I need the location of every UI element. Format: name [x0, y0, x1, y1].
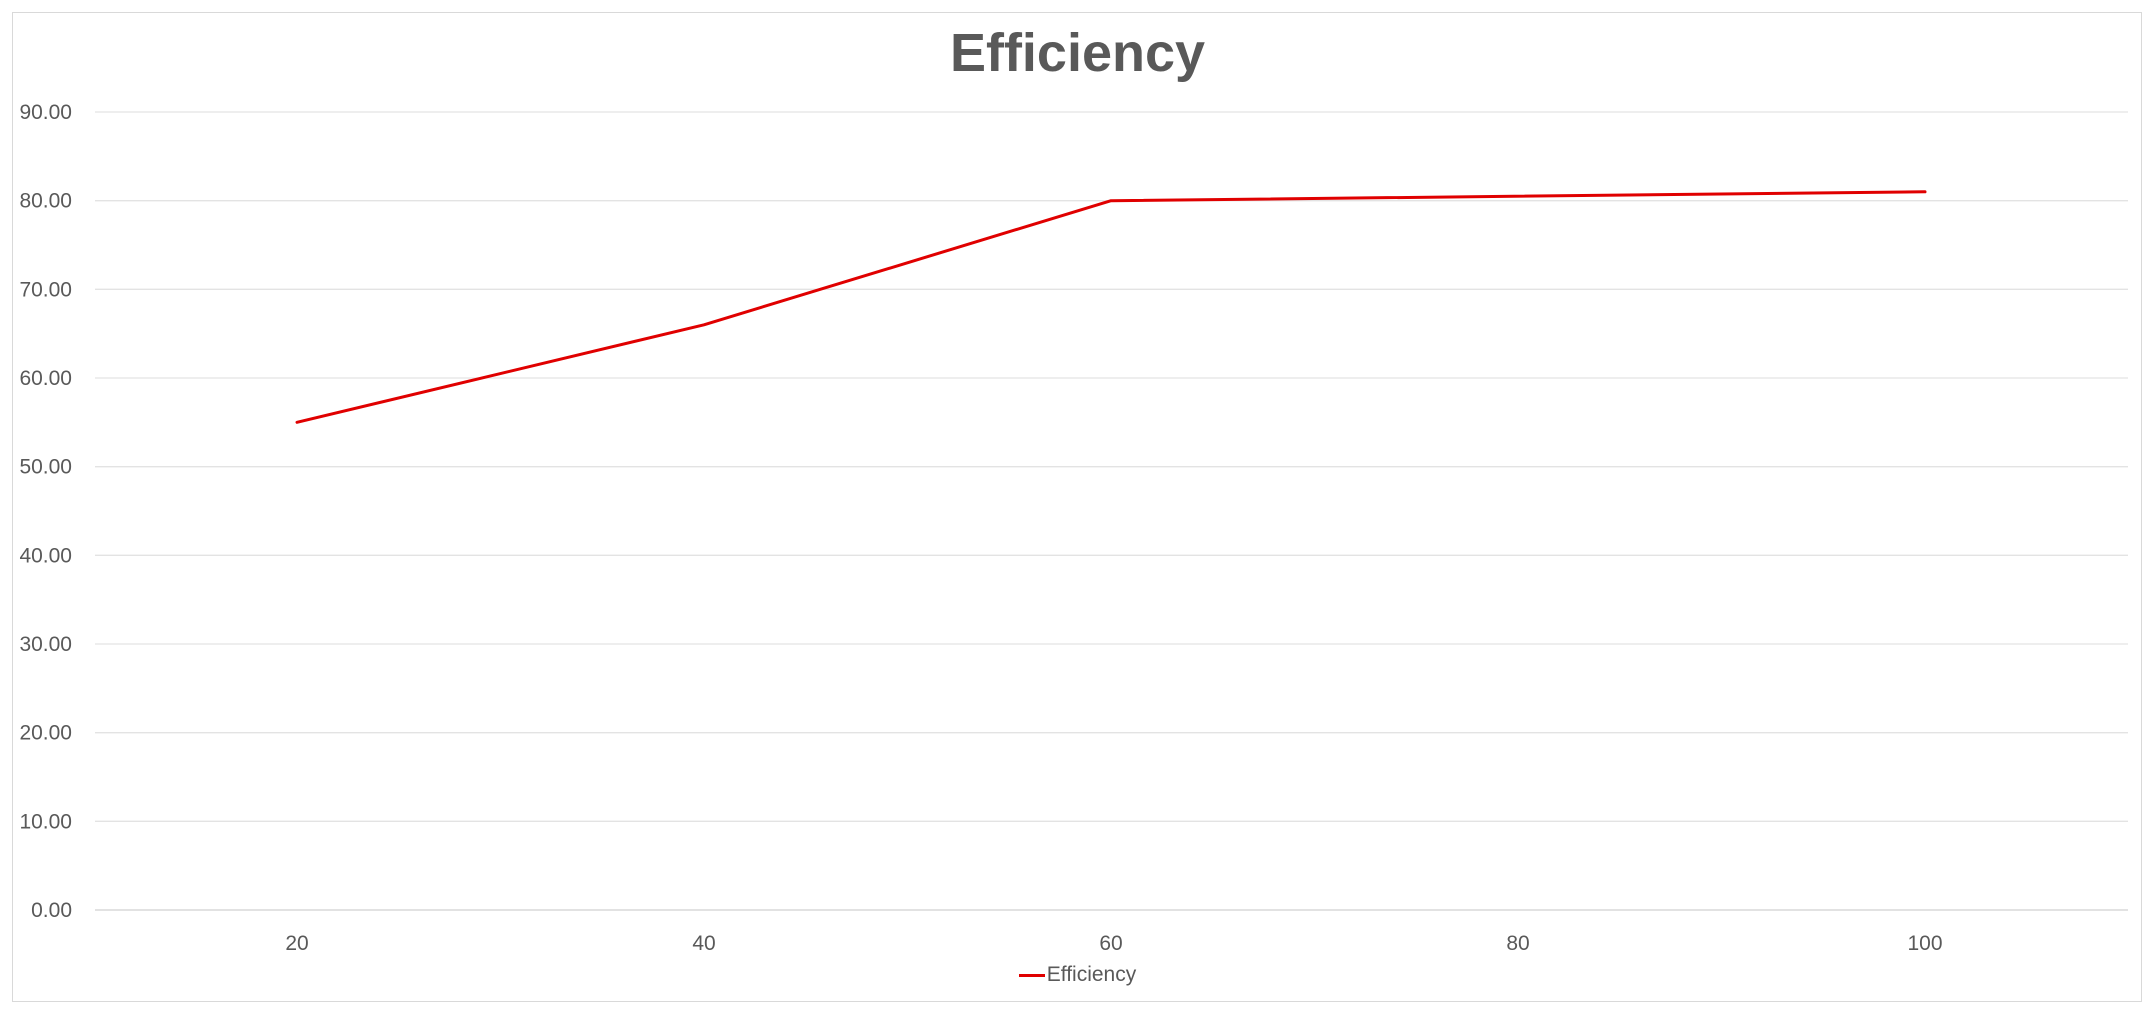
y-tick-label: 40.00 [19, 544, 72, 567]
y-tick-label: 30.00 [19, 633, 72, 656]
y-tick-label: 70.00 [19, 278, 72, 301]
y-tick-label: 50.00 [19, 456, 72, 479]
y-tick-label: 20.00 [19, 722, 72, 745]
x-tick-label: 60 [1099, 932, 1122, 955]
chart-area [12, 12, 2142, 1002]
y-tick-label: 10.00 [19, 810, 72, 833]
x-tick-label: 20 [285, 932, 308, 955]
series-line [295, 190, 1927, 424]
y-tick-label: 80.00 [19, 190, 72, 213]
y-tick-label: 60.00 [19, 367, 72, 390]
chart-title: Efficiency [949, 23, 1206, 83]
x-tick-label: 40 [692, 932, 715, 955]
legend-label: Efficiency [1046, 963, 1137, 986]
x-tick-label: 80 [1506, 932, 1529, 955]
y-tick-label: 0.00 [31, 899, 72, 922]
y-tick-label: 90.00 [19, 101, 72, 124]
x-tick-label: 100 [1907, 932, 1942, 955]
legend-line-swatch [1018, 973, 1045, 977]
legend: Efficiency [0, 963, 2155, 987]
